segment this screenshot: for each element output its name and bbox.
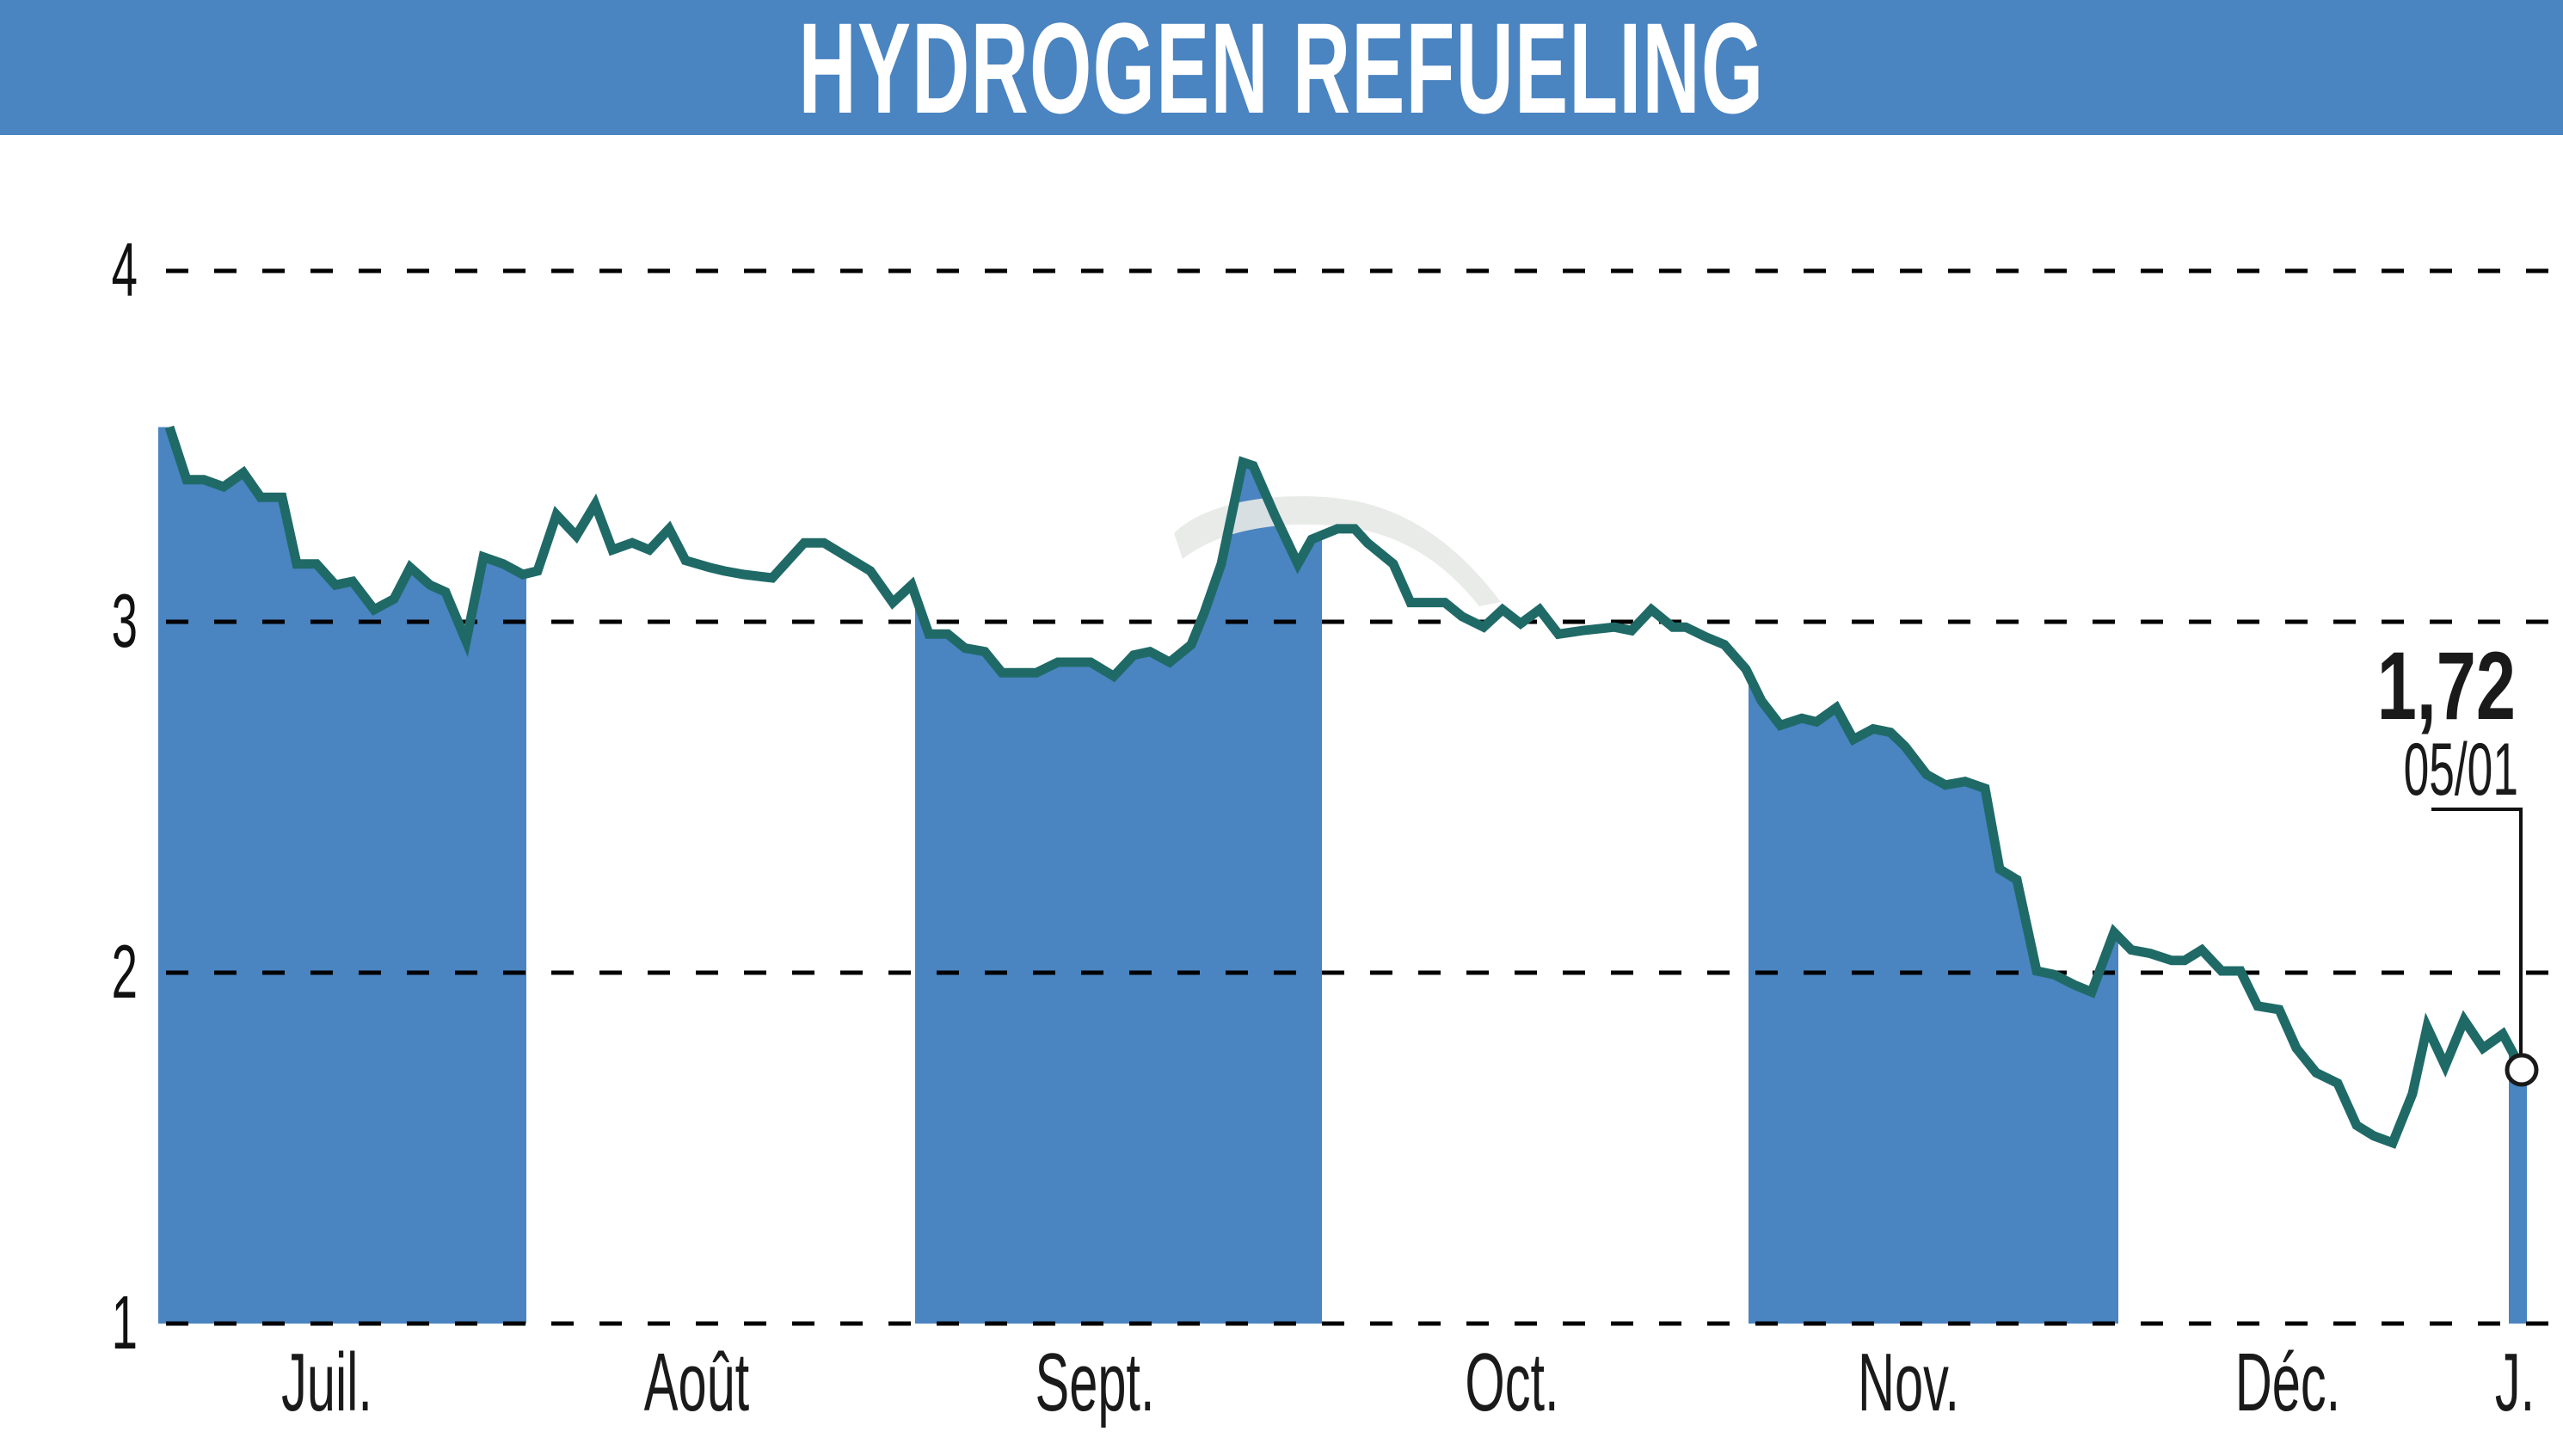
x-label-juil: Juil.	[281, 1336, 372, 1428]
y-tick-3: 3	[111, 578, 138, 663]
x-label-jan: J.	[2494, 1336, 2535, 1428]
price-line	[164, 425, 2526, 1149]
last-value-leader-line	[2431, 808, 2523, 1054]
y-tick-4: 4	[111, 227, 138, 312]
last-price-date: 05/01	[2403, 728, 2518, 811]
y-tick-1: 1	[111, 1280, 138, 1365]
last-price-value: 1,72	[2376, 632, 2516, 740]
month-band	[158, 427, 526, 1324]
month-band	[915, 462, 1322, 1324]
last-value-marker	[2505, 1053, 2539, 1087]
x-label-nov: Nov.	[1858, 1336, 1959, 1428]
month-band	[1749, 674, 2118, 1324]
gridlines	[166, 268, 2563, 1326]
title-banner: HYDROGEN REFUELING	[0, 0, 2563, 135]
y-tick-2: 2	[111, 929, 138, 1014]
month-band	[2509, 1045, 2527, 1324]
chart-title: HYDROGEN REFUELING	[798, 0, 1765, 140]
watermark-swoosh	[1174, 495, 1501, 606]
x-label-sept: Sept.	[1035, 1336, 1155, 1428]
month-shading-bands	[158, 427, 2527, 1324]
x-label-aout: Août	[643, 1336, 750, 1428]
x-label-dec: Déc.	[2234, 1336, 2341, 1428]
x-label-oct: Oct.	[1465, 1336, 1559, 1428]
